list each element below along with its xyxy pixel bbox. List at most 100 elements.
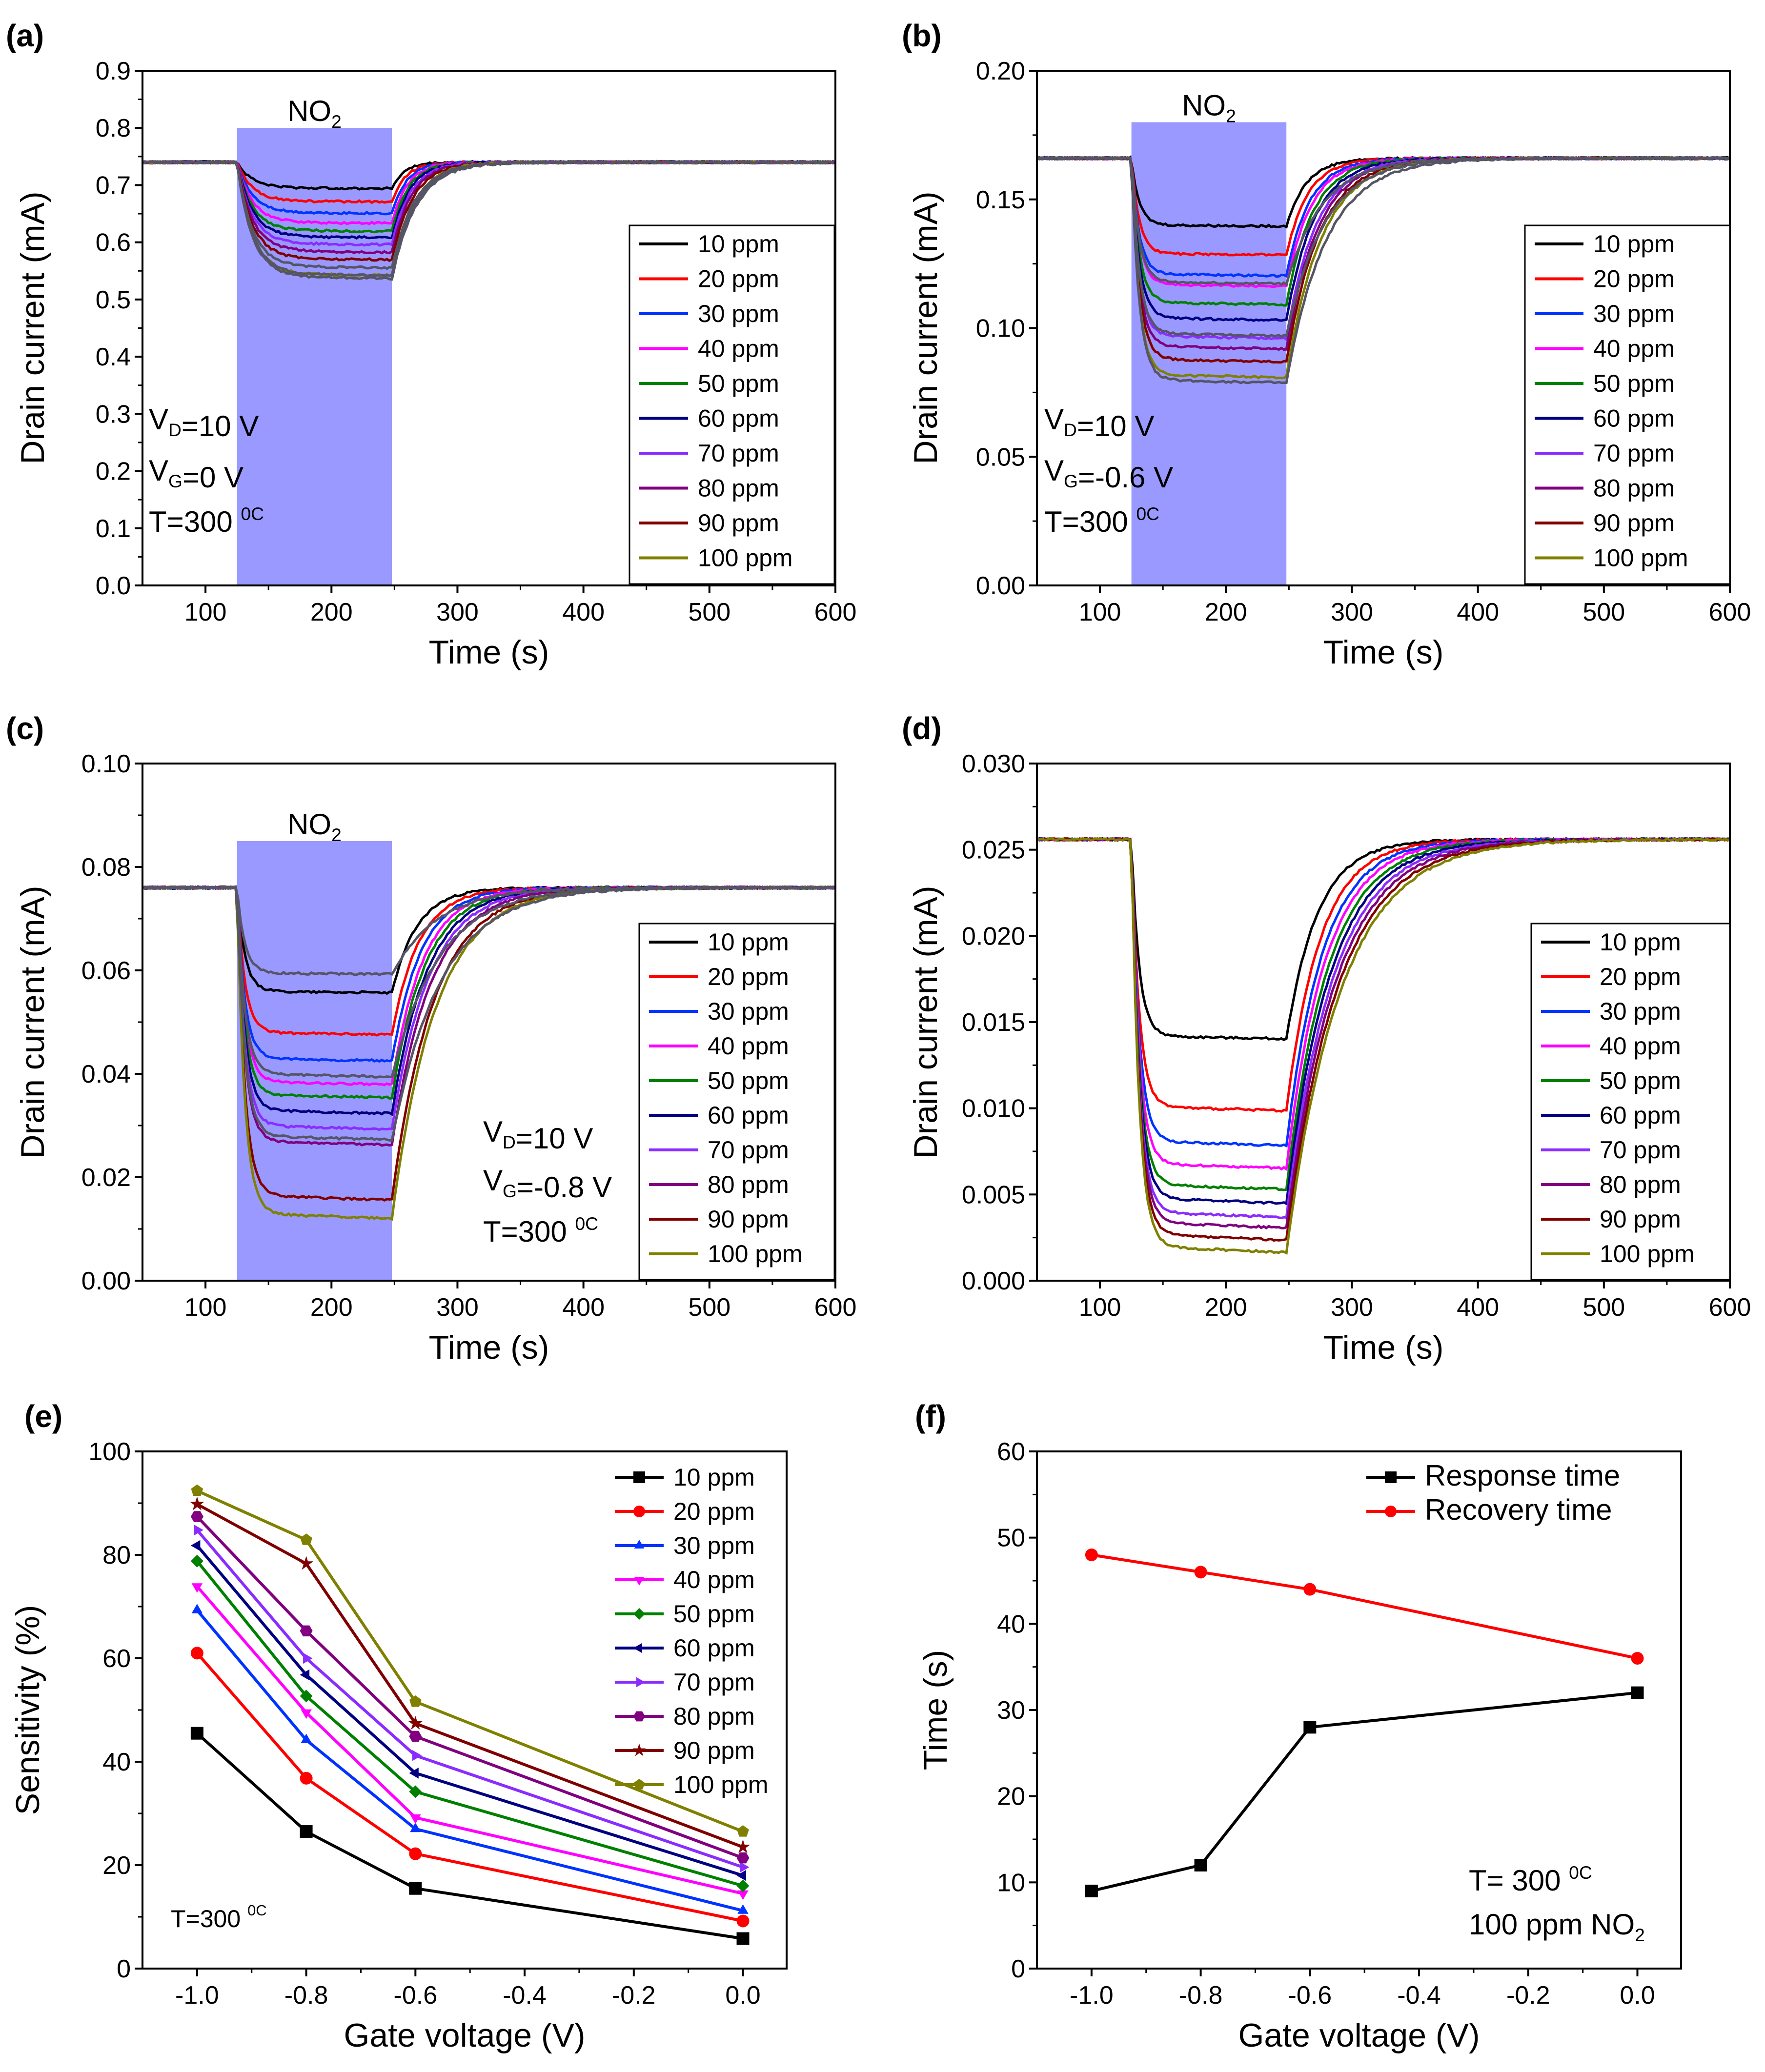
y-tick-label: 0 (117, 1955, 131, 1983)
legend-entry: 30 ppm (1600, 998, 1681, 1025)
data-point (408, 1716, 423, 1730)
x-tick-label: -0.6 (1288, 1981, 1332, 2010)
drawn-trace (1037, 156, 1730, 384)
legend-entry: 60 ppm (1600, 1102, 1681, 1129)
series-line-80-ppm (1037, 837, 1730, 1230)
legend-entry: 30 ppm (673, 1532, 755, 1559)
legend-entry: 80 ppm (698, 475, 779, 502)
data-point (740, 1862, 750, 1873)
y-tick-label: 0.020 (962, 922, 1025, 950)
y-tick-label: 0.06 (81, 957, 131, 985)
legend-entry: 40 ppm (1600, 1032, 1681, 1060)
y-tick-label: 0.10 (81, 750, 131, 778)
plot-area (142, 160, 835, 281)
legend-entry: 70 ppm (1600, 1136, 1681, 1164)
y-tick-label: 0.08 (81, 853, 131, 882)
data-point (190, 1511, 203, 1522)
y-tick-label: 60 (997, 1438, 1025, 1466)
legend-entry: 100 ppm (673, 1771, 769, 1798)
y-tick-label: 40 (997, 1610, 1025, 1638)
drawn-trace (142, 160, 835, 281)
legend-entry: Recovery time (1425, 1493, 1612, 1526)
legend-entry: 80 ppm (673, 1703, 755, 1730)
x-axis-title: Time (s) (429, 1329, 549, 1366)
series-line-10-ppm (196, 1732, 743, 1940)
data-point (1303, 1721, 1317, 1734)
series-line-80-ppm (196, 1515, 744, 1860)
legend-entry: 80 ppm (1600, 1171, 1681, 1198)
data-point (1631, 1652, 1644, 1665)
y-tick-label: 0.8 (96, 114, 131, 142)
y-tick-label: 30 (997, 1696, 1025, 1725)
data-point (300, 1690, 313, 1703)
data-point (194, 1524, 203, 1536)
y-tick-label: 0.7 (96, 171, 131, 200)
y-tick-label: 20 (997, 1783, 1025, 1811)
series-line-20-ppm (196, 1652, 744, 1923)
panel-d: (d) 100 200 300 400 500 600 0.000 0.005 0.010 0.01… (902, 711, 1751, 1366)
plot-area (1037, 155, 1730, 384)
y-tick-label: 0 (1011, 1955, 1025, 1983)
legend-entry: 20 ppm (698, 265, 779, 293)
x-tick-label: -0.2 (612, 1981, 656, 2010)
data-point (737, 1825, 749, 1837)
x-axis-title: Gate voltage (V) (344, 2017, 585, 2054)
x-tick-label: 0.0 (725, 1981, 760, 2010)
y-tick-label: 50 (997, 1524, 1025, 1552)
legend-entry: 90 ppm (1600, 1206, 1681, 1233)
x-tick-label: 400 (562, 1293, 605, 1322)
data-point (409, 1847, 422, 1860)
data-point (301, 1733, 312, 1743)
legend-entry: 10 ppm (1600, 928, 1681, 956)
y-tick-label: 0.00 (81, 1267, 131, 1295)
y-tick-label: 0.1 (96, 515, 131, 543)
x-tick-label: 200 (1205, 1293, 1247, 1322)
data-point (191, 1604, 203, 1613)
legend-entry: 60 ppm (673, 1634, 755, 1662)
legend-entry: 10 ppm (673, 1464, 755, 1491)
data-point (190, 1647, 203, 1660)
x-tick-label: -1.0 (1070, 1981, 1114, 2010)
panel-f: (f) -1.0 -0.8 -0.6 -0.4 -0.2 0.0 0 10 20 30 40 50 60 G… (915, 1399, 1682, 2054)
x-tick-label: -0.2 (1506, 1981, 1550, 2010)
y-axis-title: Drain current (mA) (14, 885, 51, 1158)
no2-window-label: NO2 (287, 808, 342, 845)
legend-entry: 70 ppm (1593, 440, 1675, 467)
legend-entry: 20 ppm (708, 963, 789, 990)
x-tick-label: 400 (1457, 1293, 1499, 1322)
data-point (735, 1839, 751, 1853)
x-tick-label: -0.4 (503, 1981, 547, 2010)
y-tick-label: 0.4 (96, 343, 131, 371)
data-point (190, 1727, 203, 1740)
x-axis-title: Time (s) (1323, 634, 1444, 671)
legend-marker (632, 1743, 646, 1756)
data-point (299, 1556, 314, 1570)
data-point (191, 1583, 203, 1593)
y-tick-label: 0.15 (976, 186, 1025, 214)
legend-entry: 30 ppm (708, 998, 789, 1025)
panel-label: (b) (902, 18, 942, 53)
legend-entry: 70 ppm (673, 1669, 755, 1696)
x-tick-label: 100 (1079, 598, 1121, 626)
x-tick-label: -1.0 (175, 1981, 219, 2010)
annotation: T=300 0C (1044, 503, 1159, 538)
data-point (410, 1814, 421, 1824)
data-point (736, 1932, 750, 1945)
legend: 10 ppm 20 ppm 30 ppm 40 ppm 50 ppm 60 ppm 70 p… (638, 923, 835, 1281)
data-point (737, 1904, 749, 1914)
x-tick-label: 300 (1331, 1293, 1373, 1322)
data-point (409, 1730, 422, 1742)
legend-entry: 10 ppm (708, 928, 789, 956)
annotation: T=300 0C (149, 503, 264, 538)
panel-e: (e) -1.0 -0.8 -0.6 -0.4 -0.2 0.0 0 20 40 60 80 100 Ga… (9, 1399, 788, 2054)
x-tick-label: 100 (184, 598, 227, 626)
data-point (303, 1652, 313, 1664)
x-tick-label: 500 (688, 598, 730, 626)
legend-entry: 50 ppm (1600, 1067, 1681, 1094)
panel-label: (a) (6, 18, 44, 53)
legend-marker (636, 1677, 645, 1688)
legend-marker (633, 1643, 642, 1653)
data-point (300, 1771, 313, 1785)
data-point (409, 1785, 422, 1798)
